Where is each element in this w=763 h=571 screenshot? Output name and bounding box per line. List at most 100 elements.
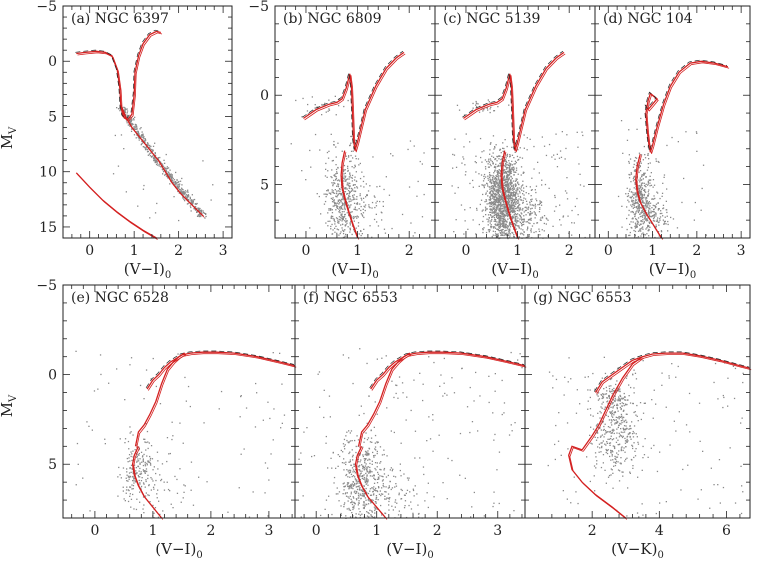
star-point — [511, 167, 513, 169]
star-point — [354, 476, 356, 478]
star-point — [337, 493, 339, 495]
star-point — [347, 204, 350, 206]
star-point — [648, 222, 651, 224]
star-point — [393, 431, 395, 434]
star-point — [380, 493, 383, 495]
star-point — [493, 148, 495, 150]
star-point — [655, 226, 657, 228]
star-point — [643, 172, 646, 175]
star-point — [664, 220, 666, 222]
star-point — [490, 190, 492, 192]
star-point — [100, 373, 102, 376]
star-point — [493, 184, 495, 186]
star-point — [133, 480, 135, 482]
star-point — [399, 463, 401, 465]
star-point — [335, 177, 338, 180]
star-point — [647, 219, 649, 221]
star-point — [503, 176, 506, 178]
star-point — [427, 506, 429, 509]
star-point — [497, 185, 499, 187]
star-point — [333, 476, 336, 479]
star-point — [345, 233, 347, 236]
star-point — [555, 205, 557, 208]
star-point — [514, 224, 517, 227]
star-point — [343, 169, 345, 171]
star-point — [340, 201, 342, 203]
star-point — [392, 155, 394, 157]
star-point — [158, 500, 160, 502]
star-point — [144, 465, 147, 467]
star-point — [612, 416, 614, 418]
star-point — [384, 232, 387, 234]
star-point — [500, 152, 502, 154]
star-point — [149, 455, 151, 458]
star-point — [142, 508, 144, 510]
star-point — [344, 207, 346, 209]
star-point — [187, 198, 190, 201]
star-point — [347, 99, 349, 102]
star-point — [635, 211, 637, 213]
star-point — [571, 222, 573, 224]
star-point — [511, 146, 513, 148]
star-point — [653, 216, 655, 219]
star-point — [272, 439, 274, 441]
star-point — [352, 487, 354, 490]
star-point — [343, 486, 345, 488]
x-tick-label: 1 — [372, 523, 381, 539]
star-point — [665, 223, 667, 225]
star-point — [146, 464, 148, 466]
star-point — [328, 495, 330, 497]
star-point — [319, 149, 321, 151]
star-point — [509, 203, 511, 206]
star-point — [634, 230, 637, 233]
star-point — [194, 203, 196, 205]
star-point — [364, 478, 366, 480]
star-point — [499, 218, 501, 220]
star-point — [347, 197, 349, 199]
star-point — [343, 178, 346, 180]
star-point — [136, 125, 138, 127]
star-point — [143, 483, 145, 485]
star-point — [343, 175, 345, 177]
star-point — [529, 219, 531, 221]
star-point — [359, 487, 361, 489]
x-tick-label: 0 — [90, 523, 99, 539]
star-point — [333, 482, 335, 484]
star-point — [652, 220, 655, 222]
star-point — [611, 450, 613, 452]
star-point — [507, 183, 510, 185]
star-point — [345, 221, 347, 223]
star-point — [636, 210, 638, 212]
star-point — [341, 218, 343, 221]
star-point — [493, 166, 496, 168]
star-point — [413, 145, 415, 147]
star-point — [368, 471, 371, 473]
star-point — [541, 136, 543, 138]
star-point — [518, 204, 520, 207]
star-point — [634, 206, 636, 208]
star-point — [419, 160, 421, 163]
star-point — [506, 194, 508, 197]
star-point — [347, 184, 349, 186]
star-point — [644, 212, 646, 214]
star-point — [501, 413, 503, 416]
star-point — [479, 395, 481, 397]
star-point — [531, 225, 534, 227]
star-point — [240, 395, 242, 397]
star-point — [659, 217, 661, 220]
star-point — [149, 461, 151, 464]
star-point — [636, 223, 639, 225]
star-point — [335, 179, 337, 181]
star-point — [582, 134, 584, 137]
star-point — [515, 161, 517, 164]
star-point — [351, 177, 353, 179]
star-point — [642, 201, 644, 203]
star-point — [657, 221, 659, 224]
star-point — [133, 126, 135, 129]
star-point — [334, 227, 336, 229]
star-point — [510, 176, 512, 178]
star-point — [612, 428, 614, 431]
star-point — [91, 429, 93, 431]
star-point — [639, 181, 641, 183]
star-point — [509, 196, 512, 198]
